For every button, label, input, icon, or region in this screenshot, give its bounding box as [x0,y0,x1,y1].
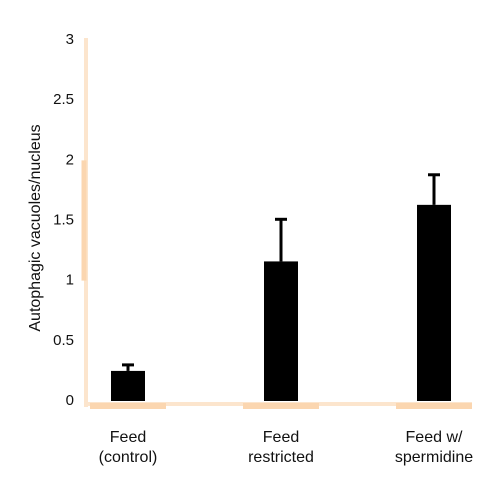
y-tick-label: 0 [66,392,74,409]
y-tick-label: 1 [66,272,74,289]
bar [111,370,145,401]
x-category-label: Feed (control) [99,429,158,466]
axes [81,38,472,409]
y-ticks: 0 0.5 1 1.5 2 2.5 3 [53,31,74,409]
y-tick-label: 2.5 [53,91,74,108]
bar [417,204,451,401]
x-category-label: Feed restricted [248,429,314,466]
y-tick-label: 2 [66,151,74,168]
y-axis-label: Autophagic vacuoles/nucleus [27,124,44,331]
error-bars [122,173,440,371]
y-tick-label: 3 [66,31,74,48]
bar [264,261,298,401]
x-categories: Feed (control) Feed restricted Feed w/spermi… [99,429,474,466]
x-category-label: Feed w/spermidine [395,429,473,466]
y-tick-label: 0.5 [53,332,74,349]
bars [111,204,451,401]
y-tick-label: 1.5 [53,211,74,228]
